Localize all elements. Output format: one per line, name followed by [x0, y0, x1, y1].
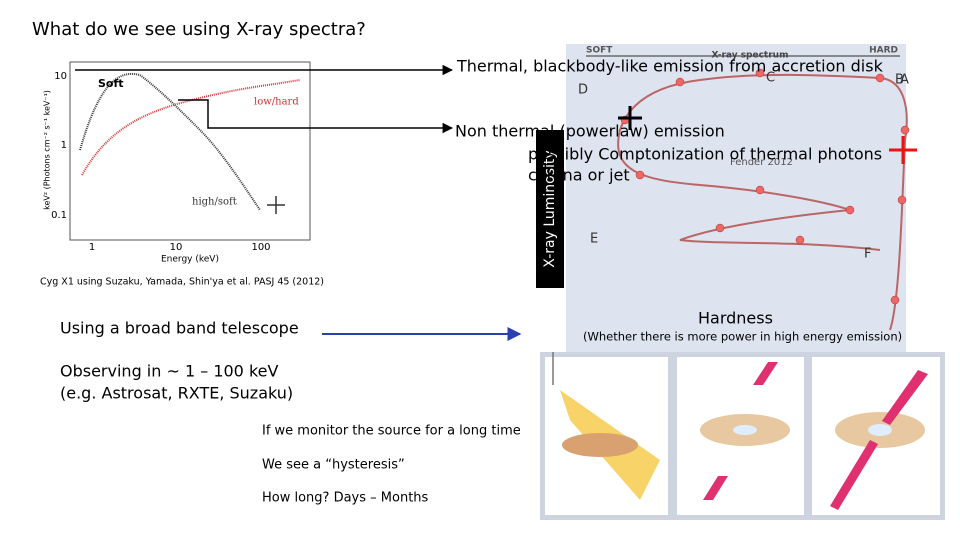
y-axis-label: keV² (Photons cm⁻² s⁻¹ keV⁻¹) — [43, 90, 52, 210]
y-axis-label: X-ray Luminosity — [542, 150, 558, 267]
body-text: Observing in ~ 1 – 100 keV — [60, 362, 278, 381]
hard: HARD — [869, 46, 898, 56]
spectrum-label: X-ray spectrum — [712, 51, 789, 61]
callout: Non thermal (powerlaw) emission — [455, 122, 725, 141]
curve-label: low/hard — [254, 97, 299, 108]
y-tick-label: 10 — [54, 71, 67, 82]
callout: corona or jet — [528, 166, 630, 185]
body-text: How long? Days – Months — [262, 491, 429, 506]
state: A — [900, 73, 909, 88]
x-axis-label: Hardness — [698, 309, 773, 328]
spectrum-figure: low/hard high/soft 10 1 0.1 1 10 100 Ene… — [38, 55, 318, 267]
x-axis-note: (Whether there is more power in high ene… — [583, 330, 902, 344]
marker — [889, 136, 917, 164]
x-tick-label: 10 — [170, 242, 183, 253]
body-text: If we monitor the source for a long time — [262, 424, 521, 439]
y-tick-label: 1 — [61, 140, 67, 151]
curve-label: high/soft — [192, 197, 237, 208]
caption: Cyg X1 using Suzaku, Yamada, Shin'ya et … — [40, 277, 324, 288]
marker — [618, 106, 642, 130]
state-panels — [540, 352, 945, 520]
credit: Fender 2012 — [730, 157, 793, 168]
callout: Thermal, blackbody-like emission from ac… — [456, 57, 884, 76]
body-text: (e.g. Astrosat, RXTE, Suzaku) — [60, 384, 293, 403]
state: C — [766, 71, 775, 86]
title: What do we see using X-ray spectra? — [32, 19, 366, 40]
body-text: Using a broad band telescope — [60, 319, 299, 338]
x-tick-label: 1 — [89, 242, 95, 253]
soft: SOFT — [586, 46, 613, 56]
body-text: We see a “hysteresis” — [262, 458, 405, 473]
arrow — [178, 99, 454, 134]
soft-label: Soft — [98, 77, 124, 90]
hysteresis-figure: SOFT X-ray spectrum HARD A B C D E F Fen… — [536, 44, 910, 382]
state: D — [578, 83, 588, 98]
state: F — [864, 247, 871, 262]
x-axis-label: Energy (keV) — [161, 255, 219, 265]
state: E — [590, 232, 598, 247]
callout: possibly Comptonization of thermal photo… — [528, 145, 882, 164]
x-tick-label: 100 — [251, 242, 270, 253]
state: B — [895, 73, 904, 88]
y-tick-label: 0.1 — [51, 210, 67, 221]
